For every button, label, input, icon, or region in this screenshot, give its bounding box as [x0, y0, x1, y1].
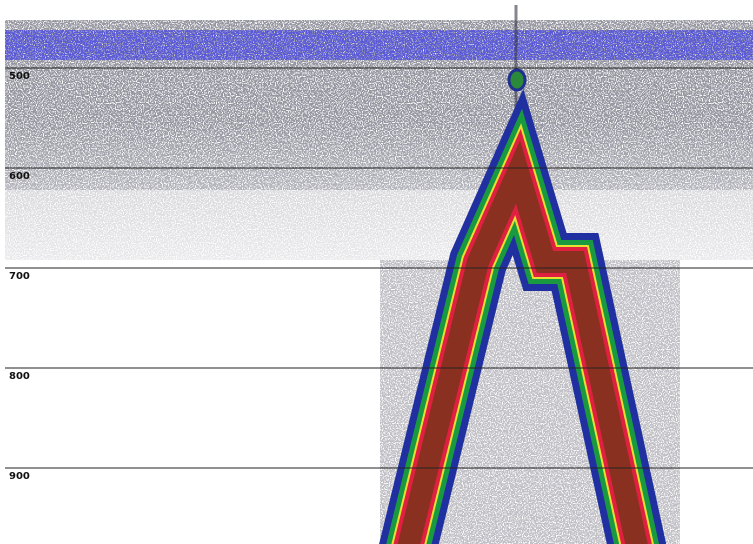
depth-label: 700 [9, 271, 30, 282]
echo-trace [379, 5, 667, 544]
depth-label: 800 [9, 371, 30, 382]
depth-label: 600 [9, 171, 30, 182]
depth-axis: 500 600 700 800 900 [5, 67, 753, 482]
depth-label: 500 [9, 71, 30, 82]
depth-label: 900 [9, 471, 30, 482]
